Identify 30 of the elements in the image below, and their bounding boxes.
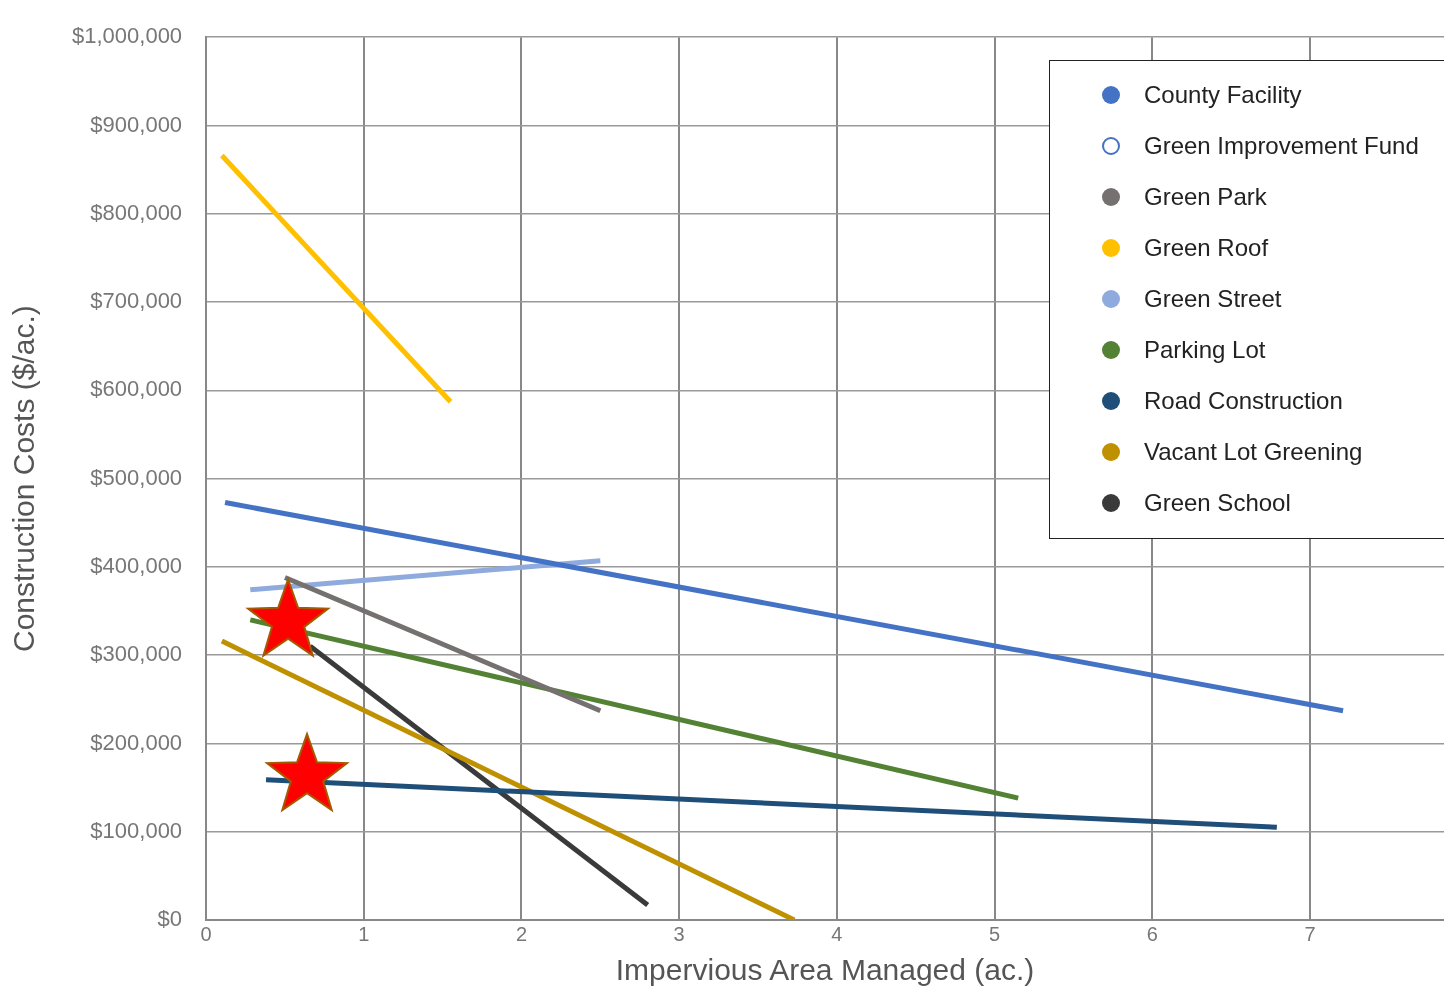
legend-label: Road Construction (1144, 386, 1343, 415)
legend-label: Parking Lot (1144, 335, 1266, 364)
x-tick-label: 4 (831, 922, 843, 945)
y-tick-label: $1,000,000 (72, 23, 183, 49)
x-tick-label: 1 (358, 922, 370, 945)
x-tick-label: 0 (200, 922, 212, 945)
legend-label: Green Street (1144, 284, 1282, 313)
x-tick-label: 2 (515, 922, 528, 945)
legend-label: Green Park (1144, 182, 1267, 211)
x-tick-label: 6 (1146, 922, 1158, 945)
y-tick-label: $800,000 (90, 199, 183, 225)
legend-label: Vacant Lot Greening (1144, 437, 1363, 466)
y-tick-label: $700,000 (90, 288, 183, 314)
y-tick-label: $100,000 (90, 817, 183, 843)
y-axis-title: Construction Costs ($/ac.) (7, 305, 41, 652)
y-tick-label: $900,000 (90, 111, 183, 137)
y-tick-label: $0 (157, 906, 183, 932)
y-tick-label: $400,000 (90, 552, 183, 578)
y-tick-label: $600,000 (90, 376, 183, 402)
x-axis-title: Impervious Area Managed (ac.) (615, 953, 1035, 987)
x-tick-label: 3 (673, 922, 685, 945)
x-tick-label: 7 (1304, 922, 1316, 945)
legend-label: Green Improvement Fund (1144, 131, 1419, 160)
legend-label: Green School (1144, 488, 1291, 517)
y-tick-label: $500,000 (90, 464, 183, 490)
y-tick-label: $200,000 (90, 729, 183, 755)
legend-label: Green Roof (1144, 233, 1269, 262)
legend-label: County Facility (1144, 80, 1302, 109)
x-tick-label: 5 (989, 922, 1001, 945)
y-tick-label: $300,000 (90, 641, 183, 667)
